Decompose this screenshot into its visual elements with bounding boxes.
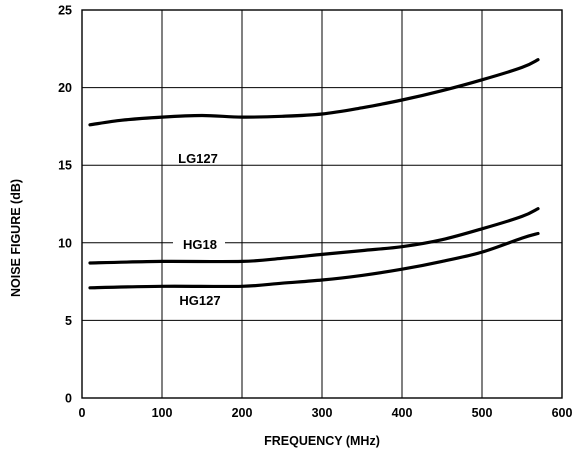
series-line-lg127 — [88, 58, 540, 127]
series-line-hg127 — [88, 231, 540, 290]
x-tick-label: 500 — [472, 406, 493, 420]
y-tick-label: 10 — [58, 236, 72, 250]
y-tick-label: 20 — [58, 81, 72, 95]
x-tick-label: 600 — [552, 406, 573, 420]
y-tick-label: 25 — [58, 4, 72, 18]
x-axis-label: FREQUENCY (MHz) — [264, 434, 380, 448]
plot-frame — [81, 9, 563, 399]
x-tick-label: 100 — [152, 406, 173, 420]
y-axis-label: NOISE FIGURE (dB) — [9, 179, 23, 297]
tick-labels: 0 100 200 300 400 500 600 0 5 10 15 20 25 — [58, 4, 572, 421]
series-label-hg127: HG127 — [179, 293, 220, 308]
grid — [82, 10, 562, 398]
x-tick-label: 300 — [312, 406, 333, 420]
y-tick-label: 15 — [58, 159, 72, 173]
x-tick-label: 0 — [79, 406, 86, 420]
y-tick-label: 0 — [65, 392, 72, 406]
series-lines — [88, 58, 540, 290]
series-label-hg18-bg — [173, 236, 225, 252]
series-line-hg18 — [88, 207, 540, 265]
series-label-hg18: HG18 — [183, 237, 217, 252]
series-label-lg127: LG127 — [178, 151, 218, 166]
series-labels: LG127 HG18 HG127 — [173, 151, 225, 308]
x-tick-label: 200 — [232, 406, 253, 420]
x-tick-label: 400 — [392, 406, 413, 420]
y-tick-label: 5 — [65, 314, 72, 328]
